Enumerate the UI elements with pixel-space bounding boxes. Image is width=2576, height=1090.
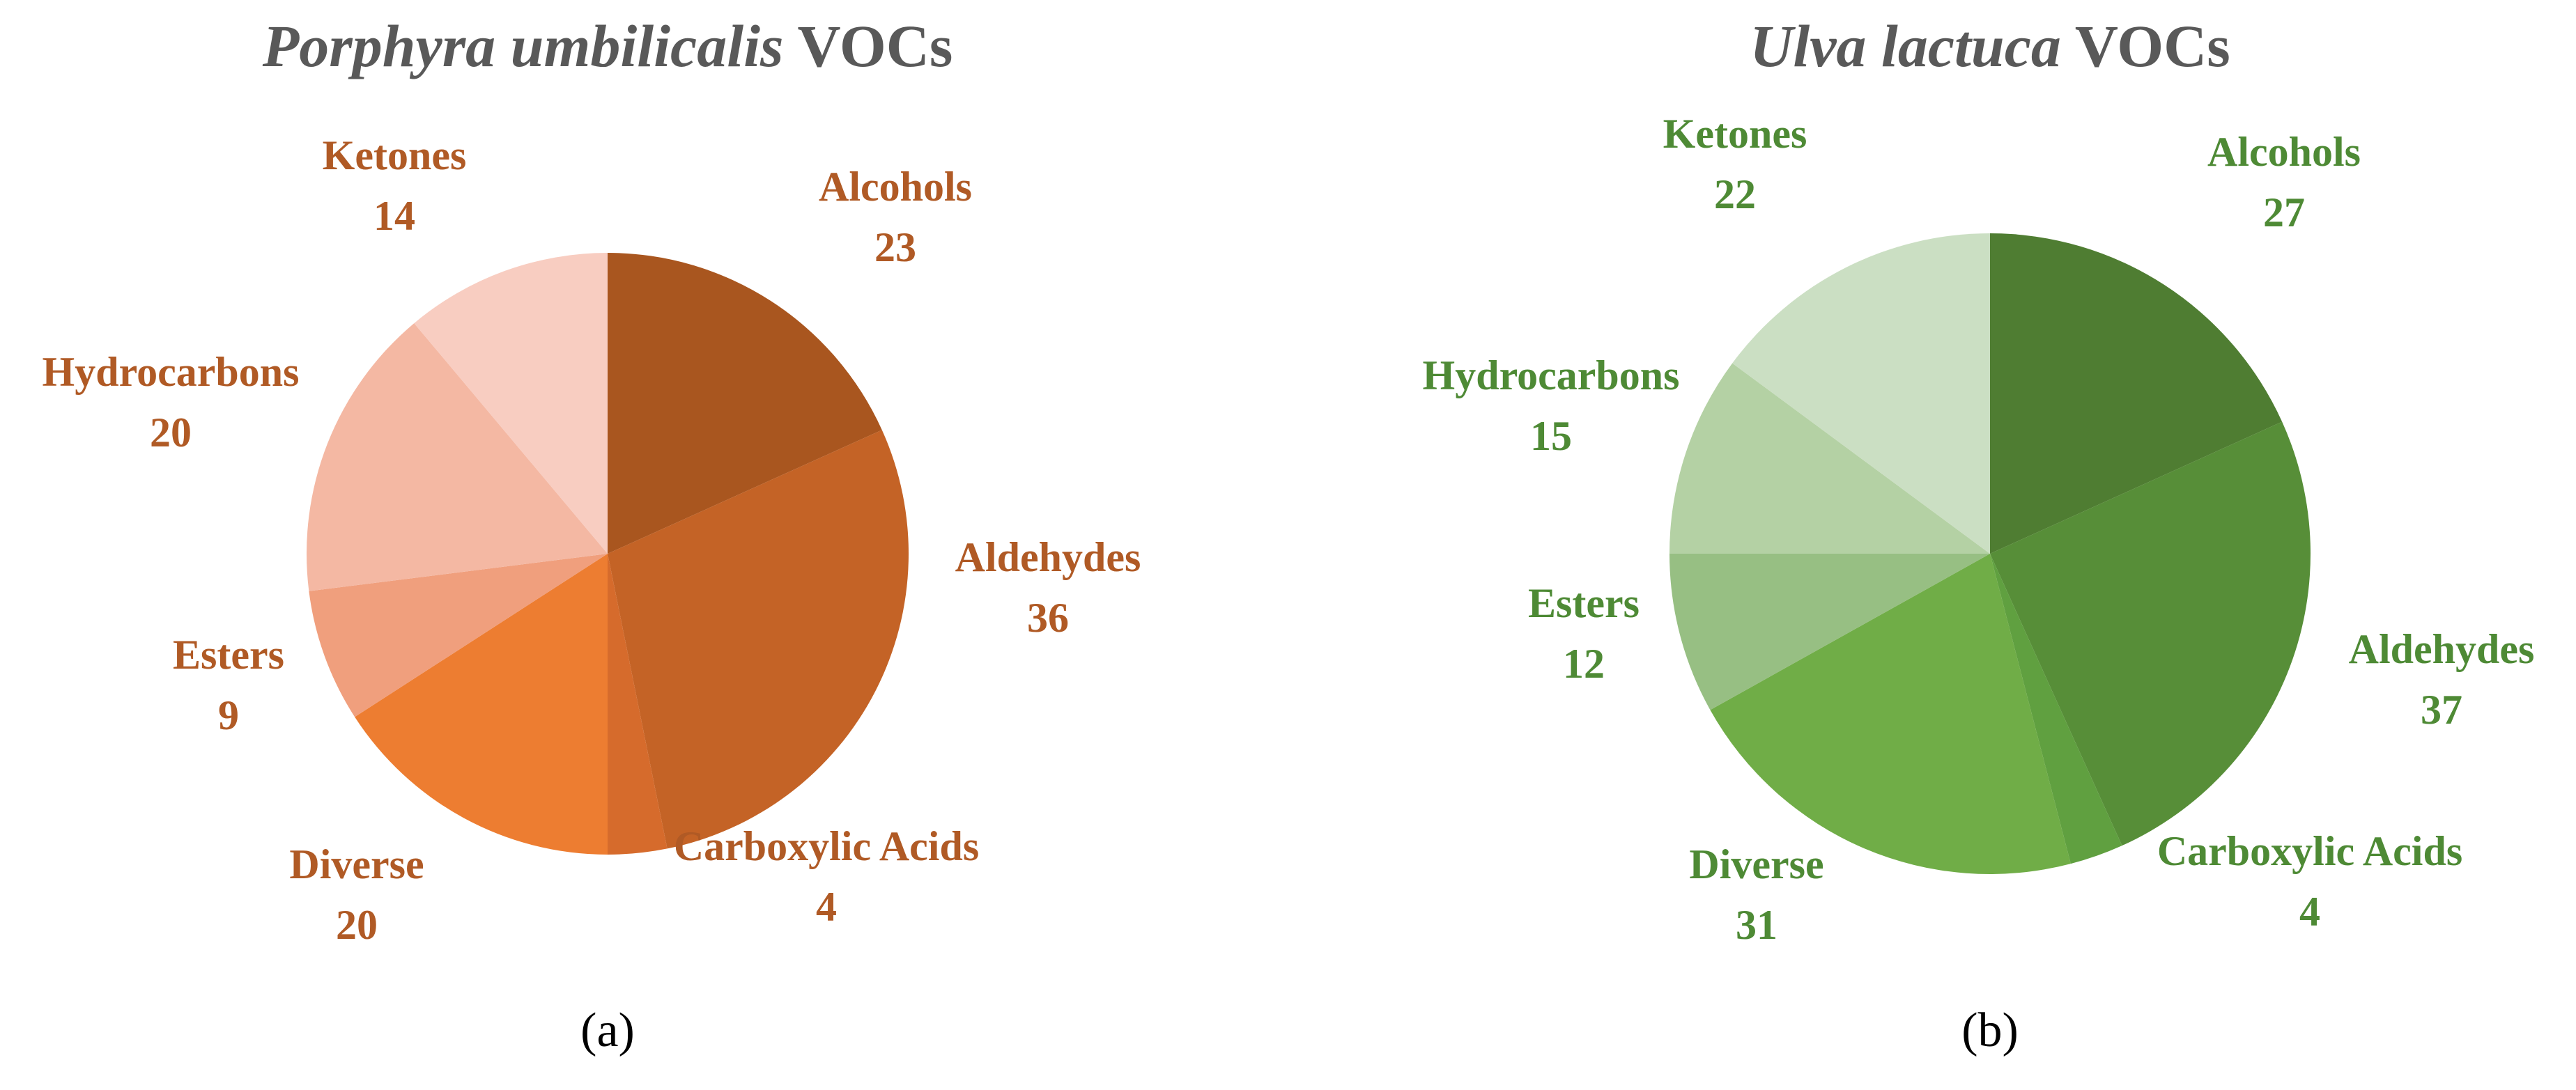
slice-value: 23 (874, 224, 916, 270)
pie-slice (1669, 363, 1990, 554)
pie-slice (1990, 233, 2283, 554)
slice-label: Carboxylic Acids (2157, 828, 2462, 874)
pie-slice (1990, 421, 2311, 846)
pie-slice (355, 554, 608, 855)
slice-value: 12 (1563, 641, 1605, 687)
slice-value: 20 (336, 902, 378, 948)
title-species: Ulva lactuca (1750, 13, 2061, 79)
slice-value: 27 (2263, 189, 2305, 235)
slice-label: Aldehydes (2349, 626, 2535, 672)
title-species: Porphyra umbilicalis (262, 13, 784, 79)
caption: (a) (580, 1004, 635, 1057)
slice-value: 9 (218, 692, 239, 738)
slice-label: Diverse (289, 841, 424, 887)
chart-title: Ulva lactuca VOCs (1750, 13, 2230, 79)
slice-value: 4 (816, 884, 837, 930)
slice-value: 15 (1530, 413, 1572, 459)
pie-slice (608, 253, 882, 554)
pie-slice (1990, 554, 2122, 864)
title-rest: VOCs (797, 13, 952, 79)
pie-slice (1732, 233, 1990, 554)
slice-value: 37 (2421, 687, 2462, 733)
pie-slice (608, 430, 909, 849)
slice-label: Alcohols (2207, 129, 2361, 175)
slice-label: Ketones (323, 132, 467, 178)
slice-value: 4 (2299, 889, 2320, 935)
slice-label: Diverse (1689, 841, 1823, 887)
slice-value: 20 (150, 410, 192, 456)
pie-slice (1710, 554, 2071, 874)
pie-slice (307, 323, 608, 591)
slice-label: Esters (1528, 580, 1640, 626)
pie-slice (414, 253, 608, 554)
title-rest: VOCs (2075, 13, 2230, 79)
slice-label: Alcohols (819, 164, 972, 210)
chart-title: Porphyra umbilicalis VOCs (262, 13, 953, 79)
slice-value: 31 (1736, 902, 1777, 948)
pie-slice (608, 554, 668, 855)
caption: (b) (1961, 1004, 2019, 1057)
slice-value: 22 (1714, 171, 1756, 217)
pie-slice (1669, 554, 1990, 710)
pie-slice (309, 554, 608, 717)
slice-label: Esters (173, 632, 284, 678)
slice-label: Aldehydes (955, 534, 1141, 580)
slice-label: Hydrocarbons (1423, 352, 1680, 398)
slice-value: 14 (373, 193, 415, 239)
slice-label: Hydrocarbons (43, 349, 300, 395)
slice-label: Carboxylic Acids (674, 823, 979, 869)
slice-value: 36 (1027, 595, 1069, 641)
slice-label: Ketones (1663, 111, 1807, 157)
